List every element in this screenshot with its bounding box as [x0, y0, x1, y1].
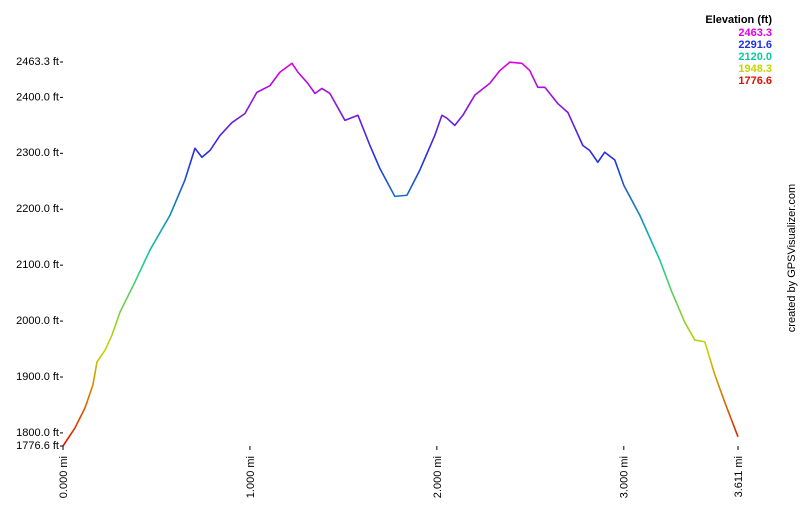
x-tick-label: 3.000 mi	[619, 456, 631, 498]
y-tick-label: 2100.0 ft	[16, 259, 59, 271]
y-tick-label: 2200.0 ft	[16, 203, 59, 215]
x-tick-label: 2.000 mi	[432, 456, 444, 498]
y-tick-label: 2300.0 ft	[16, 147, 59, 159]
y-tick-label: 1800.0 ft	[16, 427, 59, 439]
legend-label: 2291.6	[738, 39, 772, 51]
y-tick-label: 1900.0 ft	[16, 371, 59, 383]
y-tick-label: 2400.0 ft	[16, 91, 59, 103]
x-tick-label: 3.611 mi	[733, 456, 745, 497]
x-tick-label: 0.000 mi	[58, 456, 70, 498]
x-tick-label: 1.000 mi	[245, 456, 257, 498]
legend-title: Elevation (ft)	[705, 14, 772, 26]
y-tick-label: 1776.6 ft	[16, 440, 59, 452]
legend-label: 1948.3	[738, 63, 772, 75]
legend-label: 2120.0	[738, 51, 772, 63]
y-tick-label: 2463.3 ft	[16, 56, 59, 68]
elevation-line	[62, 61, 739, 447]
legend-label: 2463.3	[738, 27, 772, 39]
credit: created by GPSVisualizer.com	[786, 184, 798, 332]
y-tick-label: 2000.0 ft	[16, 315, 59, 327]
legend-label: 1776.6	[738, 75, 772, 87]
